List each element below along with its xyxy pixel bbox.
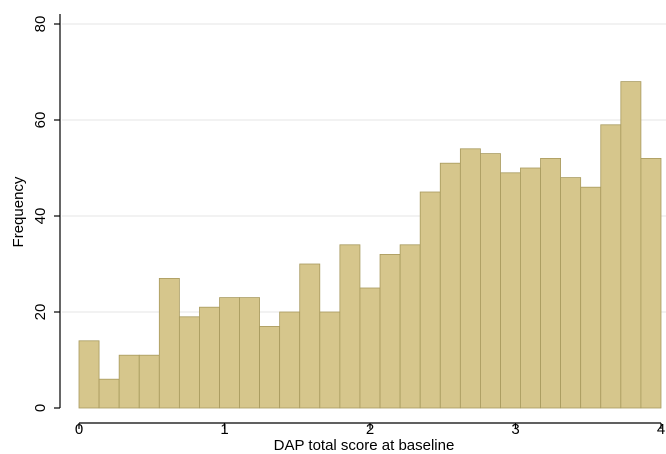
x-tick-label-1: 1 xyxy=(220,421,228,438)
histogram-bar-26 xyxy=(600,124,622,409)
x-tick-label-3: 3 xyxy=(511,421,519,438)
histogram-bar-27 xyxy=(620,81,642,409)
histogram-bar-20 xyxy=(480,153,501,409)
histogram-bar-12 xyxy=(319,311,341,409)
histogram-bar-28 xyxy=(640,157,662,409)
histogram-bar-7 xyxy=(219,297,241,409)
histogram-bar-8 xyxy=(239,297,260,409)
histogram-bar-10 xyxy=(279,311,301,409)
y-tick-label-1: 20 xyxy=(32,304,49,321)
histogram-bar-9 xyxy=(259,325,281,409)
histogram-bar-23 xyxy=(540,157,561,409)
histogram-bar-22 xyxy=(520,167,541,409)
histogram-bar-15 xyxy=(379,253,401,409)
histogram-bar-16 xyxy=(399,244,421,409)
x-axis-label: DAP total score at baseline xyxy=(274,437,455,454)
x-axis-ticks: 0 1 2 3 4 xyxy=(75,421,665,438)
y-tick-label-2: 40 xyxy=(32,208,49,225)
y-tick-label-4: 80 xyxy=(32,16,49,33)
histogram-bar-11 xyxy=(299,263,321,409)
histogram-bar-21 xyxy=(500,172,521,409)
histogram-bar-17 xyxy=(419,191,441,409)
histogram-bar-2 xyxy=(118,354,140,409)
histogram-bar-6 xyxy=(199,306,220,409)
histogram-bar-5 xyxy=(178,316,200,409)
histogram-bar-14 xyxy=(359,287,381,409)
y-tick-label-0: 0 xyxy=(32,404,49,412)
y-axis-label: Frequency xyxy=(10,176,27,247)
histogram-bar-3 xyxy=(138,354,160,409)
x-tick-label-4: 4 xyxy=(657,421,665,438)
histogram-bar-13 xyxy=(339,244,361,409)
x-tick-label-2: 2 xyxy=(366,421,374,438)
histogram-bar-18 xyxy=(439,162,461,409)
histogram-bar-24 xyxy=(560,177,582,409)
histogram-bars xyxy=(78,81,662,409)
histogram-bar-4 xyxy=(158,277,180,409)
x-tick-label-0: 0 xyxy=(75,421,83,438)
histogram-bar-25 xyxy=(580,186,602,409)
histogram-bar-19 xyxy=(459,148,481,409)
y-tick-label-3: 60 xyxy=(32,112,49,129)
histogram-bar-1 xyxy=(98,378,120,409)
y-axis-ticks: 0 20 40 60 80 xyxy=(32,16,60,412)
histogram-bar-0 xyxy=(78,340,100,409)
